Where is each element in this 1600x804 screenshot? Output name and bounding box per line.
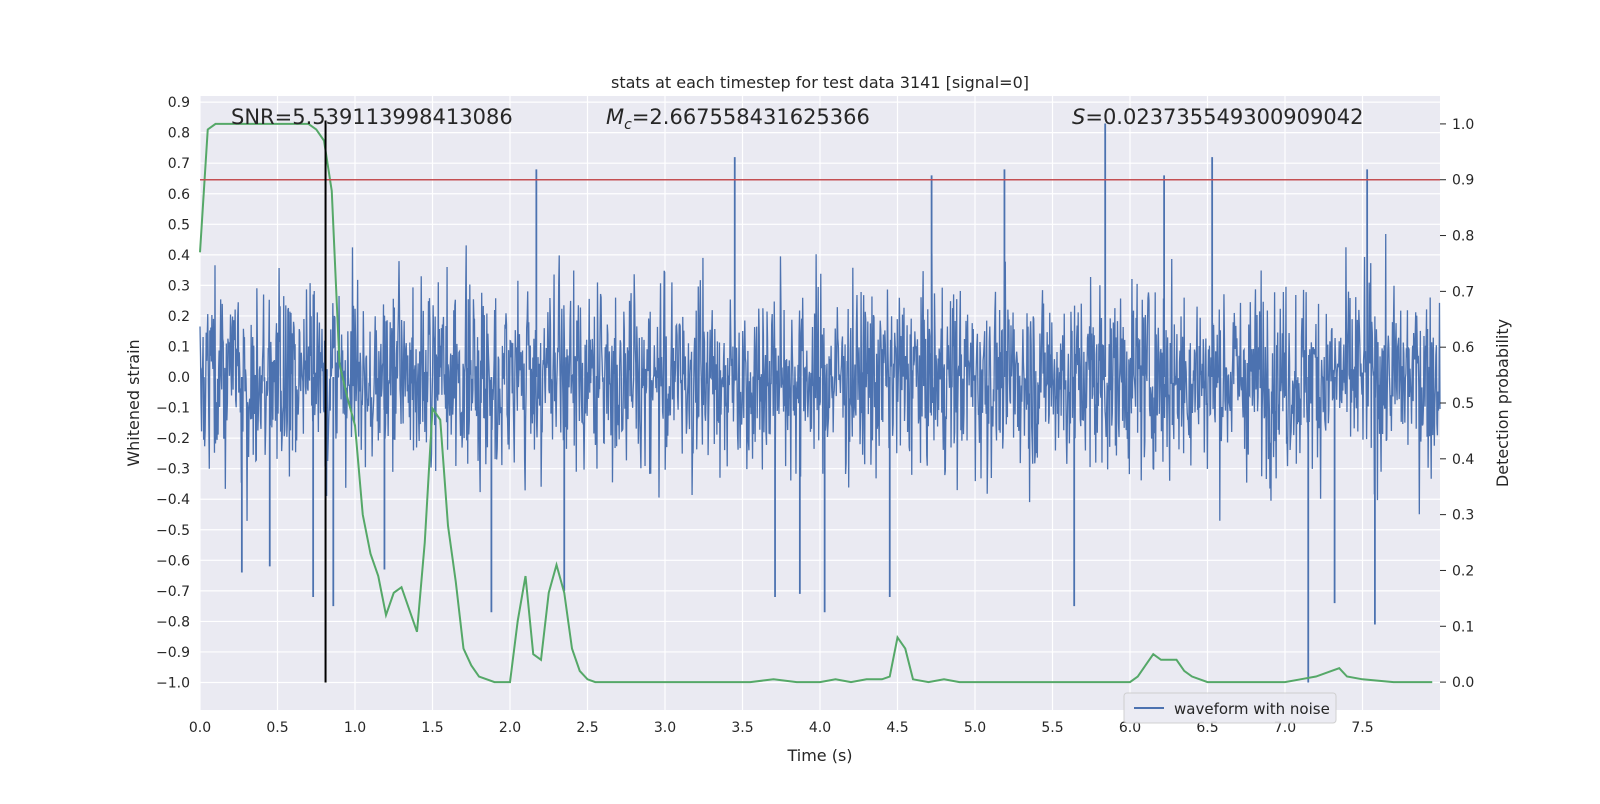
- y-tick-label-left: −0.6: [156, 553, 190, 569]
- x-tick-label: 6.5: [1196, 720, 1218, 736]
- x-tick-label: 5.5: [1041, 720, 1063, 736]
- y-tick-label-left: −0.9: [156, 645, 190, 661]
- x-tick-label: 7.5: [1351, 720, 1373, 736]
- legend: waveform with noise: [1123, 692, 1337, 724]
- y-tick-label-left: 0.2: [168, 309, 190, 325]
- x-tick-label: 1.5: [421, 720, 443, 736]
- y-tick-label-right: 0.6: [1452, 340, 1474, 356]
- chart-title: stats at each timestep for test data 314…: [611, 73, 1029, 92]
- x-tick-label: 7.0: [1274, 720, 1296, 736]
- x-tick-label: 2.0: [499, 720, 521, 736]
- y-tick-label-left: 0.7: [168, 156, 190, 172]
- y-tick-label-right: 0.1: [1452, 619, 1474, 635]
- y-tick-label-right: 0.5: [1452, 396, 1474, 412]
- x-tick-label: 3.5: [731, 720, 753, 736]
- score-value: =0.023735549300909042: [1085, 105, 1363, 129]
- snr-annotation: SNR=5.539113998413086: [231, 105, 513, 129]
- x-ticks: 0.0 0.5 1.0 1.5 2.0 2.5 3.0 3.5 4.0 4.5 5.0 5.5 6.0 6…: [189, 720, 1374, 736]
- y-tick-label-right: 0.4: [1452, 452, 1474, 468]
- y-tick-label-left: 0.3: [168, 278, 190, 294]
- chirp-mass-value: =2.667558431625366: [632, 105, 870, 129]
- chirp-mass-subscript: c: [624, 117, 632, 133]
- score-symbol: S: [1072, 105, 1085, 129]
- y-tick-label-right: 0.3: [1452, 508, 1474, 524]
- probability-series: [199, 122, 1433, 684]
- waveform-series: [199, 123, 1441, 683]
- x-tick-label: 2.5: [576, 720, 598, 736]
- y-ticks-right: 0.0 0.1 0.2 0.3 0.4 0.5 0.6 0.7 0.8 0.9 1.0: [1440, 117, 1474, 691]
- y-tick-label-left: 0.4: [168, 248, 190, 264]
- y-tick-label-left: 0.8: [168, 126, 190, 142]
- y-tick-label-left: 0.5: [168, 217, 190, 233]
- x-tick-label: 1.0: [344, 720, 366, 736]
- y-tick-label-right: 0.2: [1452, 563, 1474, 579]
- y-tick-label-left: −0.2: [156, 431, 190, 447]
- probability-line: [199, 122, 1433, 684]
- waveform-line: [199, 233, 1441, 521]
- y-tick-label-left: −0.7: [156, 584, 190, 600]
- x-tick-label: 0.0: [189, 720, 211, 736]
- y-tick-label-right: 0.9: [1452, 173, 1474, 189]
- y-ticks-left: 0.9 0.8 0.7 0.6 0.5 0.4 0.3 0.2 0.1 0.0 −0.1 −0.2 −0…: [156, 95, 190, 691]
- y-tick-label-left: 0.6: [168, 187, 190, 203]
- y-axis-label-left-text: Whitened strain: [124, 339, 143, 466]
- y-tick-label-right: 1.0: [1452, 117, 1474, 133]
- x-tick-label: 4.0: [809, 720, 831, 736]
- x-tick-label: 0.5: [266, 720, 288, 736]
- y-tick-label-left: −0.3: [156, 462, 190, 478]
- score-annotation: S=0.023735549300909042: [1072, 105, 1363, 129]
- y-tick-label-left: 0.1: [168, 339, 190, 355]
- x-tick-label: 6.0: [1119, 720, 1141, 736]
- y-tick-label-left: −1.0: [156, 676, 190, 692]
- y-tick-label-left: −0.8: [156, 614, 190, 630]
- y-tick-label-right: 0.0: [1452, 675, 1474, 691]
- y-axis-label-right: Detection probability: [1493, 319, 1512, 487]
- legend-box: [1123, 692, 1337, 724]
- y-tick-label-left: −0.1: [156, 401, 190, 417]
- y-tick-label-left: −0.4: [156, 492, 190, 508]
- y-tick-label-left: −0.5: [156, 523, 190, 539]
- x-tick-label: 4.5: [886, 720, 908, 736]
- y-tick-label-right: 0.7: [1452, 284, 1474, 300]
- x-tick-label: 3.0: [654, 720, 676, 736]
- y-tick-label-left: 0.9: [168, 95, 190, 111]
- x-tick-label: 5.0: [964, 720, 986, 736]
- chirp-mass-annotation: Mc=2.667558431625366: [606, 105, 870, 133]
- y-tick-label-right: 0.8: [1452, 229, 1474, 245]
- y-tick-label-left: 0.0: [168, 370, 190, 386]
- x-axis-label: Time (s): [786, 746, 852, 765]
- chirp-mass-symbol: M: [606, 105, 624, 129]
- legend-label: waveform with noise: [1174, 700, 1330, 718]
